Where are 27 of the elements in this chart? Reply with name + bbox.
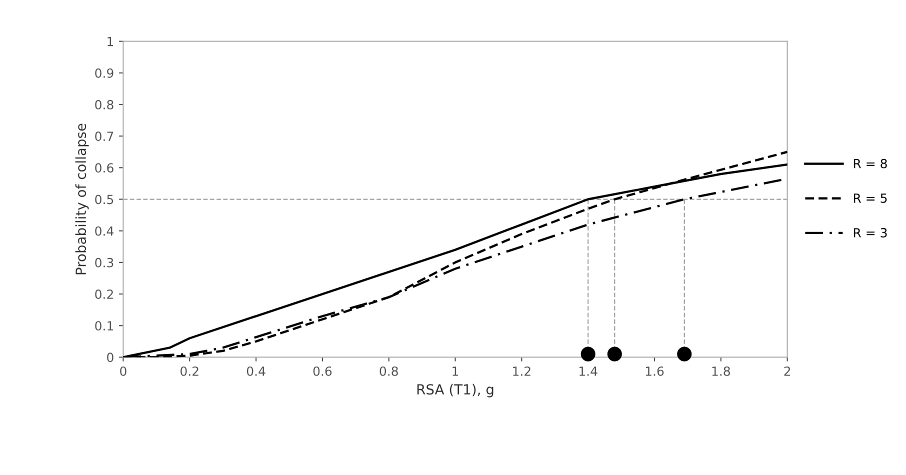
x-tick-label: 1.2 xyxy=(513,366,530,376)
x-tick-label: 2 xyxy=(784,366,790,376)
x-tick-label: 1.4 xyxy=(580,366,598,376)
y-tick-label: 0.8 xyxy=(95,100,114,110)
x-tick-label: 0.6 xyxy=(313,366,332,376)
y-tick-label: 1 xyxy=(108,36,114,46)
y-tick-label: 0.2 xyxy=(95,289,113,299)
legend-label: R = 8 xyxy=(854,158,887,168)
y-tick-label: 0.3 xyxy=(95,258,114,268)
y-tick-label: 0.4 xyxy=(95,226,114,236)
legend-label: R = 5 xyxy=(854,194,887,203)
y-tick-label: 0.5 xyxy=(95,194,114,204)
x-tick-label: 0 xyxy=(120,366,126,376)
y-axis-title: Probability of collapse xyxy=(75,124,89,274)
x-tick-label: 1.6 xyxy=(646,366,664,376)
x-tick-label: 1.8 xyxy=(712,366,730,376)
x-tick-label: 0.2 xyxy=(180,366,198,376)
y-tick-label: 0.7 xyxy=(95,132,114,142)
legend-label: R = 3 xyxy=(854,228,887,238)
x-tick-label: 0.4 xyxy=(246,366,266,376)
x-tick-label: 1 xyxy=(452,366,458,376)
x-axis-title: RSA (T1), g xyxy=(417,384,494,398)
y-tick-label: 0.9 xyxy=(95,68,114,78)
y-tick-label: 0.6 xyxy=(95,163,114,173)
y-tick-label: 0 xyxy=(107,352,114,362)
x-tick-label: 0.8 xyxy=(380,366,398,376)
y-tick-label: 0.1 xyxy=(95,321,114,331)
